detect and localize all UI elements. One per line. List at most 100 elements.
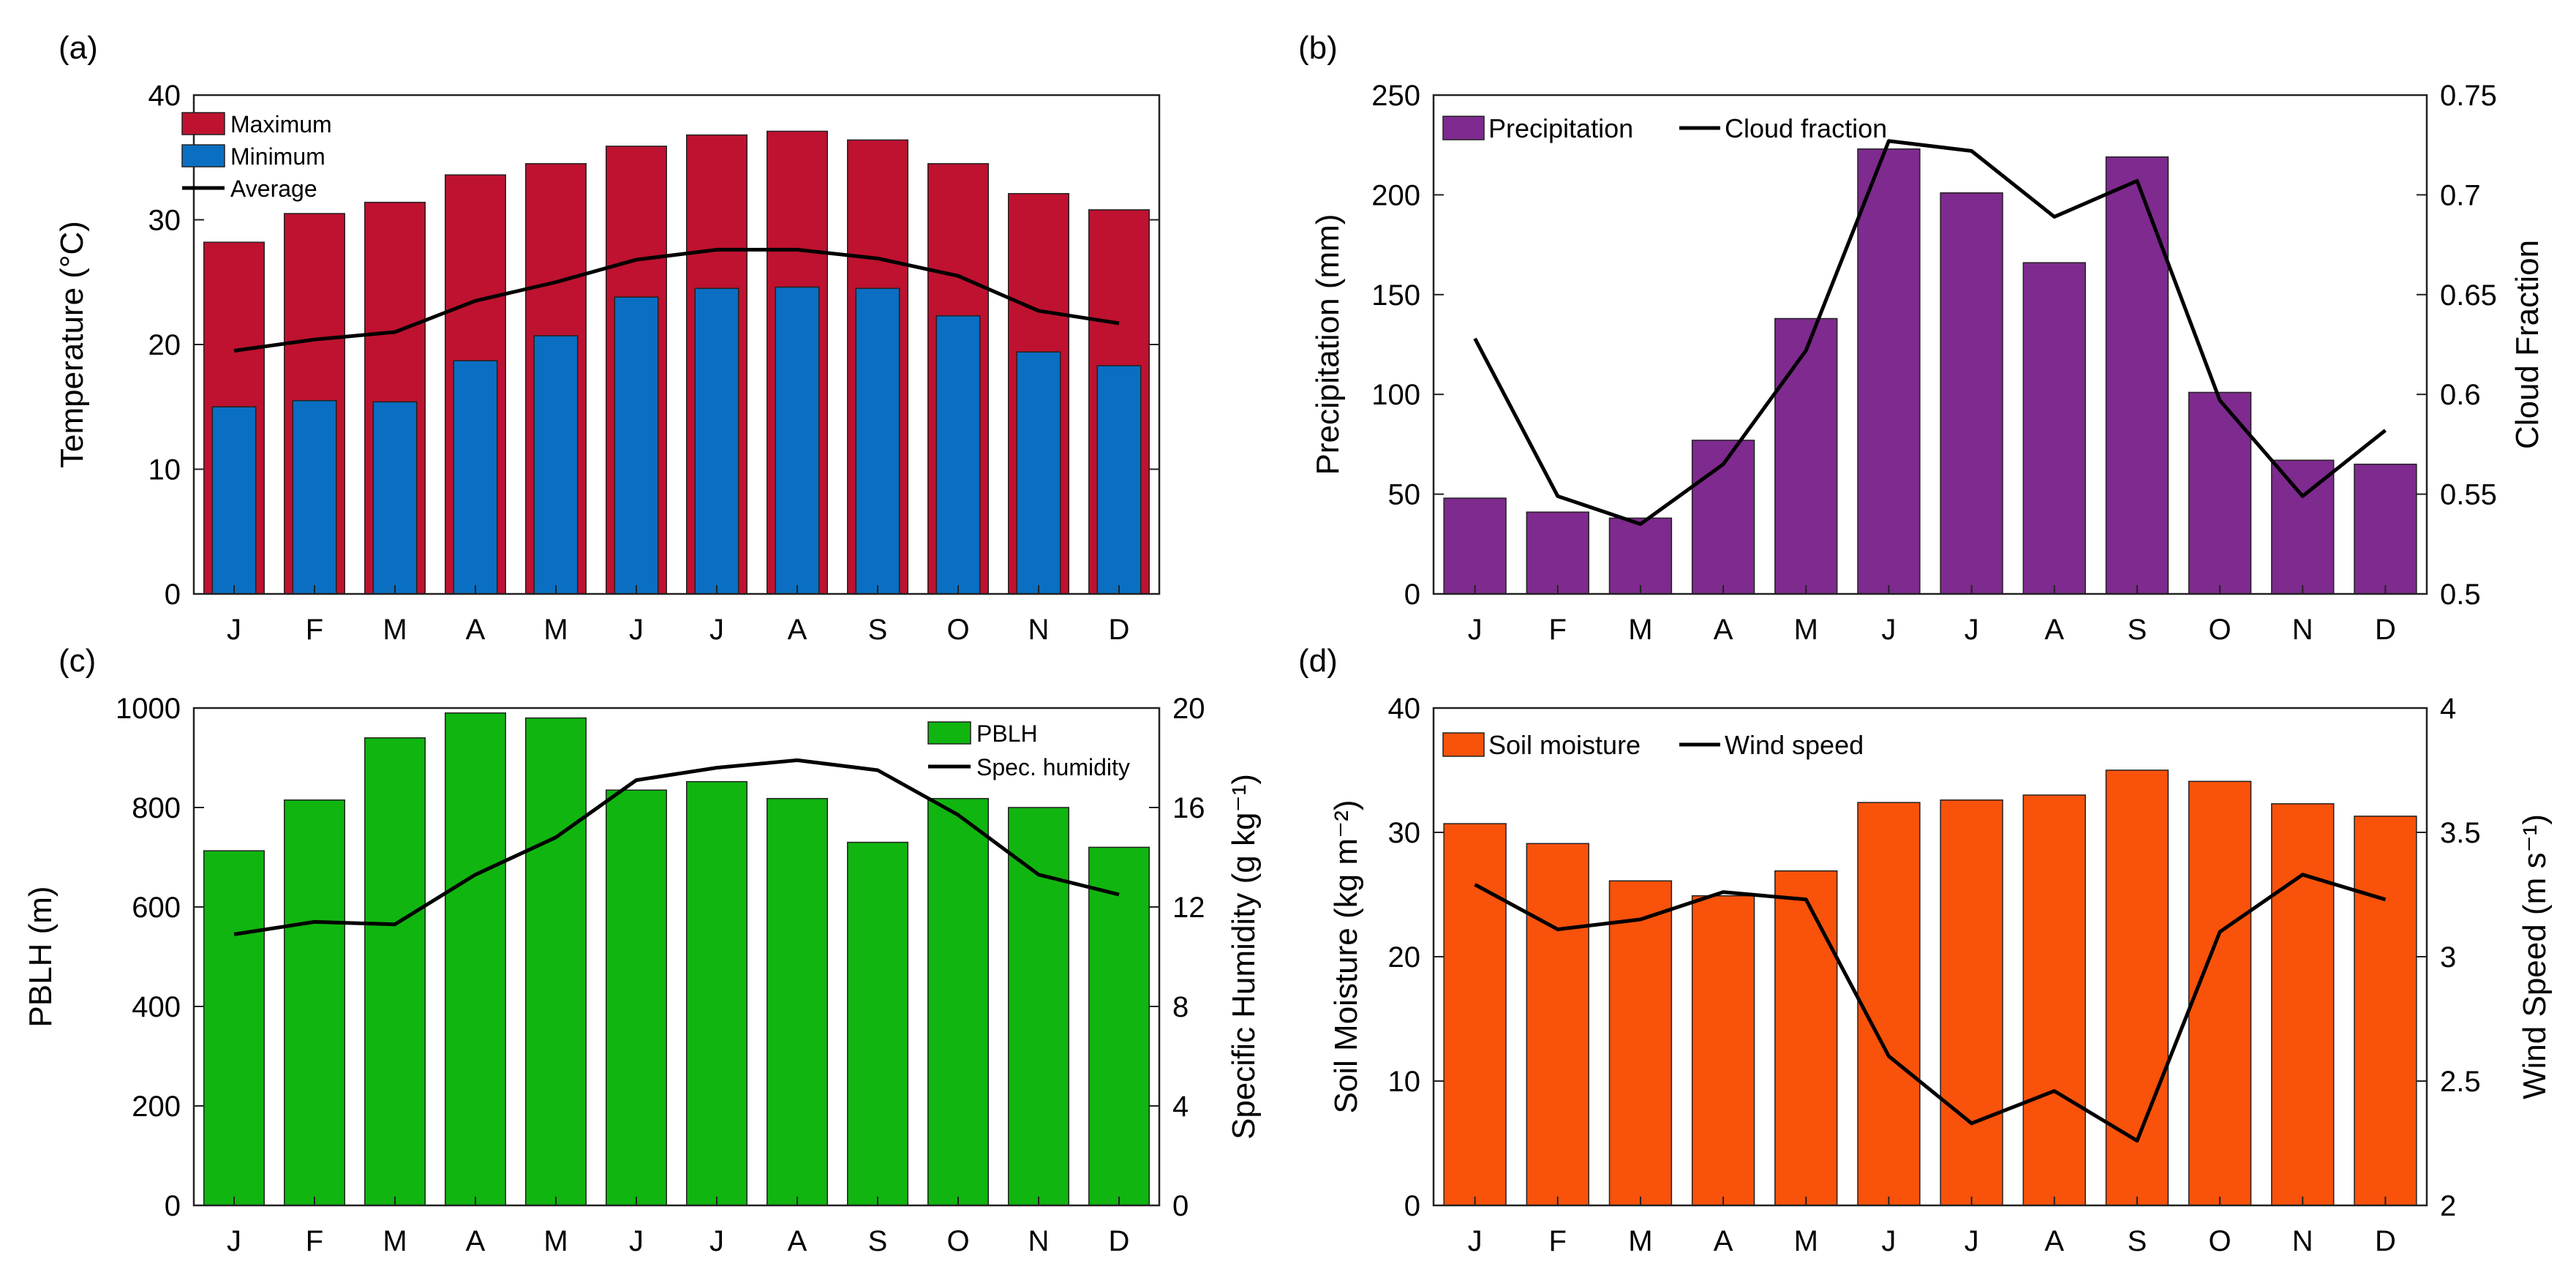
legend-label: Minimum: [230, 143, 325, 170]
bar-pblh-a-8: [767, 798, 828, 1206]
x-tick-label: J: [629, 1225, 644, 1257]
bar-minimum-d-12: [1096, 365, 1142, 595]
y2-tick-label: 20: [1172, 693, 1205, 725]
y-tick-label: 40: [148, 80, 181, 112]
x-tick-label: J: [227, 614, 241, 646]
legend: Precipitation Cloud fraction: [1442, 113, 1887, 143]
bar-precipitation-s-9: [2105, 156, 2169, 595]
y-tick-label: 30: [1388, 817, 1421, 849]
x-tick-label: N: [2292, 1225, 2313, 1257]
bar-soil-moisture-f-2: [1526, 843, 1589, 1206]
bar-pblh-n-11: [1008, 807, 1069, 1206]
bar-pblh-d-12: [1088, 846, 1150, 1206]
x-tick-label: A: [466, 614, 486, 646]
x-tick-label: A: [2044, 1225, 2064, 1257]
bar-precipitation-m-3: [1608, 517, 1673, 595]
x-tick-label: J: [709, 614, 724, 646]
bar-minimum-j-1: [211, 406, 257, 595]
panel-label: (b): [1298, 30, 1338, 66]
legend-swatch: [927, 721, 971, 745]
y-axis-title: Temperature (°C): [54, 221, 90, 468]
y-tick-label: 10: [1388, 1066, 1421, 1098]
legend-label: Maximum: [230, 111, 332, 138]
bar-minimum-j-6: [614, 296, 659, 595]
x-tick-label: M: [1628, 614, 1652, 646]
line-wind-speed: [1474, 873, 2387, 1143]
x-tick-label: F: [306, 614, 323, 646]
y2-tick-label: 0: [1172, 1190, 1189, 1222]
y-axis-title: Precipitation (mm): [1310, 214, 1346, 475]
x-tick-label: M: [383, 614, 407, 646]
line-cloud-fraction: [1473, 139, 2387, 527]
x-tick-label: M: [383, 1225, 407, 1257]
y2-tick-label: 16: [1172, 792, 1205, 824]
y2-axis-title: Wind Speed (m s⁻¹): [2517, 814, 2553, 1099]
legend-label: Average: [230, 176, 317, 202]
y2-tick-label: 0.75: [2440, 80, 2497, 112]
bar-precipitation-n-11: [2271, 459, 2335, 595]
x-tick-label: J: [709, 1225, 724, 1257]
y-tick-label: 0: [1404, 579, 1420, 611]
bar-pblh-a-4: [445, 712, 506, 1206]
legend: Soil moisture Wind speed: [1442, 730, 1864, 760]
bar-pblh-o-10: [927, 798, 989, 1206]
x-tick-label: O: [2209, 1225, 2232, 1257]
y2-tick-label: 2.5: [2440, 1066, 2481, 1098]
bar-precipitation-d-12: [2354, 463, 2417, 595]
bar-precipitation-j-1: [1443, 497, 1507, 595]
bar-pblh-m-5: [525, 717, 587, 1206]
legend: PBLH Spec. humidity: [927, 720, 1130, 780]
x-tick-label: D: [1109, 614, 1130, 646]
y2-tick-label: 0.6: [2440, 379, 2481, 411]
x-tick-label: J: [1468, 614, 1483, 646]
x-tick-label: A: [1714, 614, 1733, 646]
y-tick-label: 1000: [116, 693, 181, 725]
x-tick-label: D: [2375, 614, 2396, 646]
bar-precipitation-o-10: [2188, 391, 2252, 595]
legend: Maximum Minimum Average: [181, 111, 332, 202]
line-spec-humidity: [233, 758, 1120, 936]
bar-soil-moisture-j-7: [1940, 799, 2003, 1206]
y-tick-label: 50: [1388, 479, 1421, 511]
y-tick-label: 20: [148, 329, 181, 361]
bar-soil-moisture-n-11: [2271, 803, 2335, 1206]
x-tick-label: J: [1468, 1225, 1483, 1257]
x-tick-label: S: [868, 1225, 888, 1257]
y2-tick-label: 2: [2440, 1190, 2456, 1222]
x-tick-label: O: [2209, 614, 2232, 646]
x-tick-label: A: [788, 1225, 807, 1257]
x-tick-label: S: [2128, 614, 2147, 646]
bar-pblh-f-2: [284, 799, 345, 1206]
x-tick-label: N: [2292, 614, 2313, 646]
x-tick-label: A: [1714, 1225, 1733, 1257]
line-average: [233, 247, 1120, 353]
bar-minimum-n-11: [1016, 351, 1061, 595]
x-tick-label: J: [1965, 614, 1979, 646]
y2-tick-label: 0.7: [2440, 179, 2481, 211]
bar-pblh-j-1: [203, 850, 265, 1206]
x-tick-label: O: [946, 1225, 969, 1257]
x-tick-label: J: [1965, 1225, 1979, 1257]
bar-minimum-m-5: [533, 335, 579, 595]
x-tick-label: A: [2044, 614, 2064, 646]
x-tick-label: A: [466, 1225, 486, 1257]
panel-1: (a) J F M A M J J A S O N D 0 10 20 30 40 Temperature (°C)…: [54, 30, 1161, 646]
y2-tick-label: 0.65: [2440, 279, 2497, 312]
panel-label: (c): [59, 643, 96, 679]
panel-label: (d): [1298, 643, 1338, 679]
bar-soil-moisture-a-4: [1691, 895, 1755, 1206]
y-tick-label: 400: [132, 991, 181, 1023]
legend-swatch: [181, 112, 225, 135]
bar-minimum-s-9: [855, 287, 900, 595]
y-tick-label: 40: [1388, 693, 1421, 725]
legend-swatch: [1442, 116, 1485, 140]
x-tick-label: M: [1628, 1225, 1652, 1257]
bar-precipitation-j-6: [1857, 148, 1921, 595]
x-tick-label: A: [788, 614, 807, 646]
y-tick-label: 0: [165, 1190, 181, 1222]
y2-tick-label: 3.5: [2440, 817, 2481, 849]
y-tick-label: 10: [148, 454, 181, 486]
y-tick-label: 0: [165, 579, 181, 611]
bar-soil-moisture-o-10: [2188, 780, 2252, 1206]
x-tick-label: F: [1549, 1225, 1567, 1257]
